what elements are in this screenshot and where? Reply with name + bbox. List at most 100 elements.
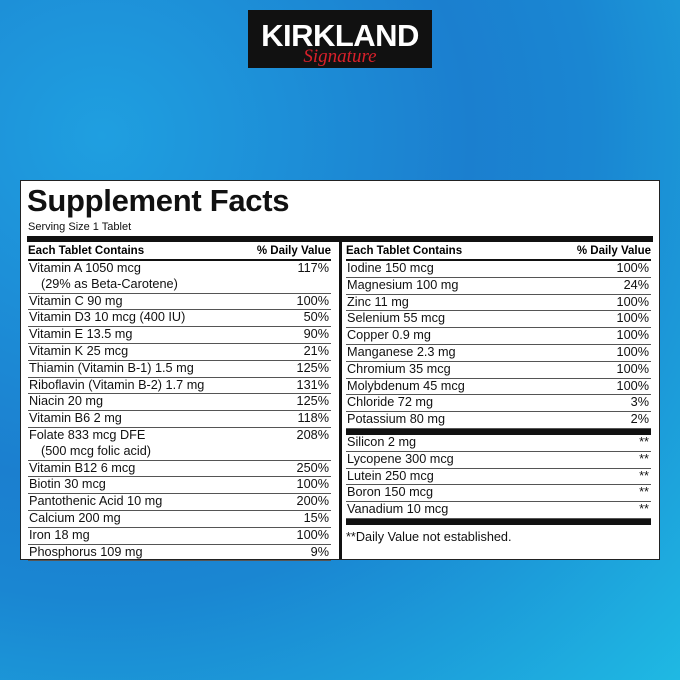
nutrient-name: Vitamin D3 10 mcg (400 IU) <box>29 310 186 325</box>
divider <box>339 239 342 559</box>
daily-value: 125% <box>296 360 329 375</box>
daily-value: ** <box>639 485 649 500</box>
daily-value: 100% <box>616 344 649 359</box>
nutrient-name: Calcium 200 mg <box>29 510 121 525</box>
nutrient-row: Niacin 20 mg 125% <box>28 394 331 412</box>
nutrient-row: Vitamin A 1050 mcg (29% as Beta-Carotene)… <box>28 261 331 294</box>
daily-value: 50% <box>303 310 329 325</box>
nutrient-name: Folate 833 mcg DFE <box>29 427 146 442</box>
nutrient-name: Niacin 20 mg <box>29 394 104 409</box>
nutrient-name: Chloride 72 mg <box>347 395 434 410</box>
logo: KIRKLAND Signature <box>248 10 432 68</box>
daily-value: 9% <box>310 544 329 559</box>
footnote: **Daily Value not established. <box>346 529 512 544</box>
daily-value: 250% <box>296 460 329 475</box>
nutrient: Vitamin B6 2 mg <box>28 411 122 427</box>
title: Supplement Facts <box>27 183 290 218</box>
nutrient-name: Iodine 150 mcg <box>347 261 434 275</box>
nutrient-name: Silicon 2 mg <box>347 434 417 449</box>
daily-value: 24% <box>623 277 649 292</box>
nutrient: Manganese 2.3 mg <box>346 345 456 361</box>
table-header: Each Tablet Contains % Daily Value <box>346 244 651 261</box>
nutrient: Silicon 2 mg <box>346 435 416 451</box>
nutrient-row: Vitamin D3 10 mcg (400 IU) 50% <box>28 310 331 328</box>
rule <box>346 428 651 435</box>
daily-value: 125% <box>296 394 329 409</box>
nutrient-name: Vitamin A 1050 mcg <box>29 261 141 275</box>
nutrient-row: Calcium 200 mg 15% <box>28 511 331 528</box>
nutrient-name: Vitamin B6 2 mg <box>29 411 122 426</box>
nutrient-name: Chromium 35 mcg <box>347 361 451 376</box>
daily-value: 100% <box>616 261 649 275</box>
nutrient: Vitamin D3 10 mcg (400 IU) <box>28 310 185 326</box>
daily-value: 90% <box>303 327 329 342</box>
nutrient: Molybdenum 45 mcg <box>346 379 465 395</box>
nutrient-row: Iron 18 mg 100% <box>28 528 331 545</box>
nutrient-name: Potassium 80 mg <box>347 412 446 427</box>
nutrient-row: Manganese 2.3 mg 100% <box>346 345 651 362</box>
nutrient-name: Boron 150 mcg <box>347 485 434 500</box>
nutrient: Riboflavin (Vitamin B-2) 1.7 mg <box>28 378 204 394</box>
nutrient-row: Thiamin (Vitamin B-1) 1.5 mg 125% <box>28 361 331 378</box>
nutrient-name: Zinc 11 mg <box>347 294 409 309</box>
nutrient: Chloride 72 mg <box>346 395 433 411</box>
nutrient-note: (29% as Beta-Carotene) <box>41 276 178 291</box>
daily-value: 100% <box>616 361 649 376</box>
nutrient-name: Selenium 55 mcg <box>347 311 446 326</box>
nutrient-name: Vitamin E 13.5 mg <box>29 327 133 342</box>
nutrient-row: Vitamin C 90 mg 100% <box>28 294 331 311</box>
nutrient-row: Lycopene 300 mcg ** <box>346 452 651 469</box>
nutrient: Pantothenic Acid 10 mg <box>28 494 162 510</box>
daily-value: 100% <box>296 527 329 542</box>
brand-line: Signature <box>303 46 377 67</box>
nutrient: Niacin 20 mg <box>28 394 103 410</box>
nutrient-row: Magnesium 100 mg 24% <box>346 278 651 295</box>
nutrient: Vitamin A 1050 mcg (29% as Beta-Carotene) <box>28 261 178 293</box>
nutrient-row: Iodine 150 mcg 100% <box>346 261 651 278</box>
nutrient-row: Riboflavin (Vitamin B-2) 1.7 mg 131% <box>28 378 331 395</box>
nutrient-row: Potassium 80 mg 2% <box>346 412 651 429</box>
nutrient: Potassium 80 mg <box>346 412 445 428</box>
nutrient: Vitamin B12 6 mcg <box>28 461 135 477</box>
nutrient-name: Pantothenic Acid 10 mg <box>29 494 163 509</box>
nutrient: Lycopene 300 mcg <box>346 452 454 468</box>
nutrient-name: Vitamin B12 6 mcg <box>29 460 136 475</box>
nutrient-row: Vitamin E 13.5 mg 90% <box>28 327 331 344</box>
daily-value: 21% <box>303 343 329 358</box>
nutrient-row: Vitamin B6 2 mg 118% <box>28 411 331 428</box>
daily-value: 200% <box>296 494 329 509</box>
nutrient-name: Vanadium 10 mcg <box>347 502 449 517</box>
nutrient-row: Copper 0.9 mg 100% <box>346 328 651 345</box>
header-cell: % Daily Value <box>576 245 651 257</box>
daily-value: 131% <box>296 377 329 392</box>
nutrient-row: Zinc 11 mg 100% <box>346 295 651 312</box>
daily-value: ** <box>639 502 649 517</box>
nutrient-row: Vitamin K 25 mcg 21% <box>28 344 331 361</box>
nutrient: Zinc 11 mg <box>346 295 409 311</box>
nutrient: Magnesium 100 mg <box>346 278 458 294</box>
nutrient: Lutein 250 mcg <box>346 469 434 485</box>
nutrient: Copper 0.9 mg <box>346 328 431 344</box>
nutrient-row: Vitamin B12 6 mcg 250% <box>28 461 331 478</box>
nutrient: Iron 18 mg <box>28 528 90 544</box>
nutrient-row: Pantothenic Acid 10 mg 200% <box>28 494 331 511</box>
nutrient-name: Molybdenum 45 mcg <box>347 378 465 393</box>
supplement-facts: Supplement Facts Serving Size 1 Tablet E… <box>20 180 660 562</box>
nutrient: Phosphorus 109 mg <box>28 545 143 561</box>
nutrient-row: Folate 833 mcg DFE (500 mcg folic acid) 20… <box>28 428 331 461</box>
nutrient-row: Vanadium 10 mcg ** <box>346 502 651 519</box>
daily-value: 100% <box>616 294 649 309</box>
nutrient-name: Riboflavin (Vitamin B-2) 1.7 mg <box>29 377 205 392</box>
serving-size: Serving Size 1 Tablet <box>28 221 132 233</box>
nutrient-row: Boron 150 mcg ** <box>346 485 651 503</box>
nutrient-row: Chromium 35 mcg 100% <box>346 362 651 379</box>
daily-value: 15% <box>303 510 329 525</box>
daily-value: 100% <box>616 311 649 326</box>
nutrient-name: Magnesium 100 mg <box>347 277 459 292</box>
daily-value: 100% <box>616 328 649 343</box>
left-column: Each Tablet Contains % Daily Value Vitamin… <box>28 244 331 562</box>
nutrient-name: Copper 0.9 mg <box>347 328 431 343</box>
nutrient: Vitamin E 13.5 mg <box>28 327 132 343</box>
nutrient: Chromium 35 mcg <box>346 362 451 378</box>
